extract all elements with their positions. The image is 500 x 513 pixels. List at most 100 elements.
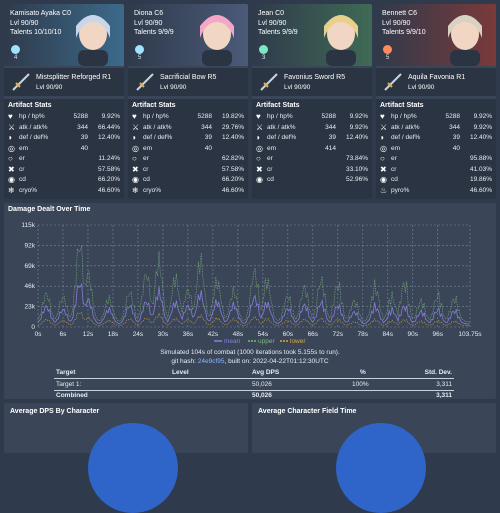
stat-percent-value: 9.92% [473,123,492,131]
stat-row: ✖ cr 41.03% [380,165,492,174]
cell-dps: 50,026 [252,392,272,399]
stat-percent-value: 9.92% [349,123,368,131]
weapon-icon [260,73,278,91]
character-portrait-icon [200,15,234,66]
stat-row: ✖ cr 57.58% [8,165,120,174]
stat-label: cd [391,176,398,183]
th-level: Level [172,369,189,376]
stat-label: cr [143,165,149,173]
stat-row: ⚔ atk / atk% 344 29.76% [132,123,244,132]
legend-label-lower: lower [290,338,306,345]
table-row-combined: Combined 50,026 3,311 [54,392,454,401]
damage-chart: 0 23k 46k 69k 92k 115k 0s 6s 12s 18s 24s 30s 36s 42s 4… [21,222,482,345]
weapon-row: Mistsplitter Reforged R1 Lvl 90/90 [4,68,124,96]
stat-percent-value: 66.44% [97,123,120,131]
character-talents: Talents 9/9/9 [258,29,298,36]
y-tick-label: 23k [25,304,36,311]
stat-percent-value: 9.92% [101,113,120,120]
weapon-icon [136,73,154,91]
stat-percent-value: 73.84% [345,155,368,162]
stat-row: ○ er 95.88% [380,154,492,163]
cryo-icon [134,44,145,55]
stat-label: cryo% [19,186,38,194]
stat-percent-value: 11.24% [98,155,120,162]
stat-percent-value: 52.96% [345,176,368,183]
stat-percent-value: 12.40% [469,134,492,141]
x-tick-label: 96s [432,331,443,338]
stat-label: cr [19,165,25,173]
stat-percent-value: 57.58% [221,165,244,173]
stat-percent-value: 95.88% [469,155,492,162]
field-time-pie [336,423,426,513]
weapon-name: Favonius Sword R5 [284,74,346,81]
artifact-stats-title: Artifact Stats [256,102,300,109]
weapon-row: Aquila Favonia R1 Lvl 90/90 [376,68,496,96]
cryo-icon: ❄ [8,185,15,195]
th-pct: % [360,369,366,376]
er-icon: ○ [256,154,261,163]
x-tick-label: 103.75s [458,331,482,338]
character-card: Bennett C6 Lvl 90/90 Talents 9/9/10 5 Aq… [376,4,496,199]
character-talents: Talents 9/9/9 [134,29,174,36]
x-tick-label: 48s [233,331,244,338]
cell-target: Combined [56,392,88,399]
th-avg-dps: Avg DPS [252,369,280,376]
stat-percent-value: 46.60% [97,186,120,194]
stat-label: cd [267,176,274,183]
stat-label: hp / hp% [267,113,293,120]
atk-icon: ⚔ [380,122,388,132]
stat-row: ❄ cryo% 46.60% [8,186,120,195]
er-icon: ○ [132,154,137,163]
er-icon: ○ [380,154,385,163]
stat-row: ◉ cd 19.86% [380,175,492,184]
artifact-stats-title: Artifact Stats [132,102,176,109]
stat-flat-value: 5288 [197,113,212,120]
stat-label: atk / atk% [19,123,48,131]
y-tick-label: 0 [31,324,35,331]
stat-label: atk / atk% [267,123,296,131]
sim-summary: Simulated 104s of combat (1000 iteration… [160,349,340,356]
constellation-count: 5 [138,55,142,61]
stat-row [256,186,368,195]
stat-label: cr [391,165,397,173]
portrait-banner: Jean C0 Lvl 90/90 Talents 9/9/9 3 [252,4,372,66]
hp-icon: ♥ [380,112,385,121]
blank-icon [256,186,265,195]
stat-flat-value: 5288 [73,113,88,120]
x-tick-label: 12s [83,331,94,338]
hp-icon: ♥ [8,112,13,121]
atk-icon: ⚔ [132,122,140,132]
stat-percent-value: 57.58% [97,165,120,173]
character-portrait-icon [448,15,482,66]
atk-icon: ⚔ [8,122,16,132]
x-tick-label: 90s [408,331,419,338]
stat-label: pyro% [391,186,410,194]
stat-flat-value: 344 [325,123,336,131]
stat-row: ⚔ atk / atk% 344 66.44% [8,123,120,132]
stat-row: ✖ cr 33.10% [256,165,368,174]
stat-percent-value: 12.40% [221,134,244,141]
stat-percent-value: 12.40% [345,134,368,141]
artifact-stats: Artifact Stats ♥ hp / hp% 5288 9.92% ⚔ a… [252,99,372,199]
stat-percent-value: 41.03% [469,165,492,173]
stat-row: ♥ hp / hp% 5288 19.82% [132,112,244,121]
cell-target: Target 1: [56,381,82,388]
y-tick-label: 46k [25,283,36,290]
character-portrait-icon [76,15,110,66]
git-hash-link[interactable]: 24e9cf95 [197,358,225,365]
em-icon: ◎ [8,143,15,153]
def-icon: ◗ [380,133,385,142]
stat-flat-value: 39 [328,134,336,141]
stat-flat-value: 40 [204,144,212,152]
pyro-icon: ♨ [380,185,388,195]
stat-row: ♥ hp / hp% 5288 9.92% [380,112,492,121]
cr-icon: ✖ [380,164,387,174]
stat-flat-value: 39 [80,134,88,141]
series-line-lower [37,311,470,326]
y-tick-label: 115k [21,222,35,229]
cd-icon: ◉ [8,175,15,184]
character-level: Lvl 90/90 [134,20,163,27]
stat-flat-value: 40 [80,144,88,152]
character-talents: Talents 10/10/10 [10,29,62,36]
stat-percent-value: 66.20% [97,176,120,183]
